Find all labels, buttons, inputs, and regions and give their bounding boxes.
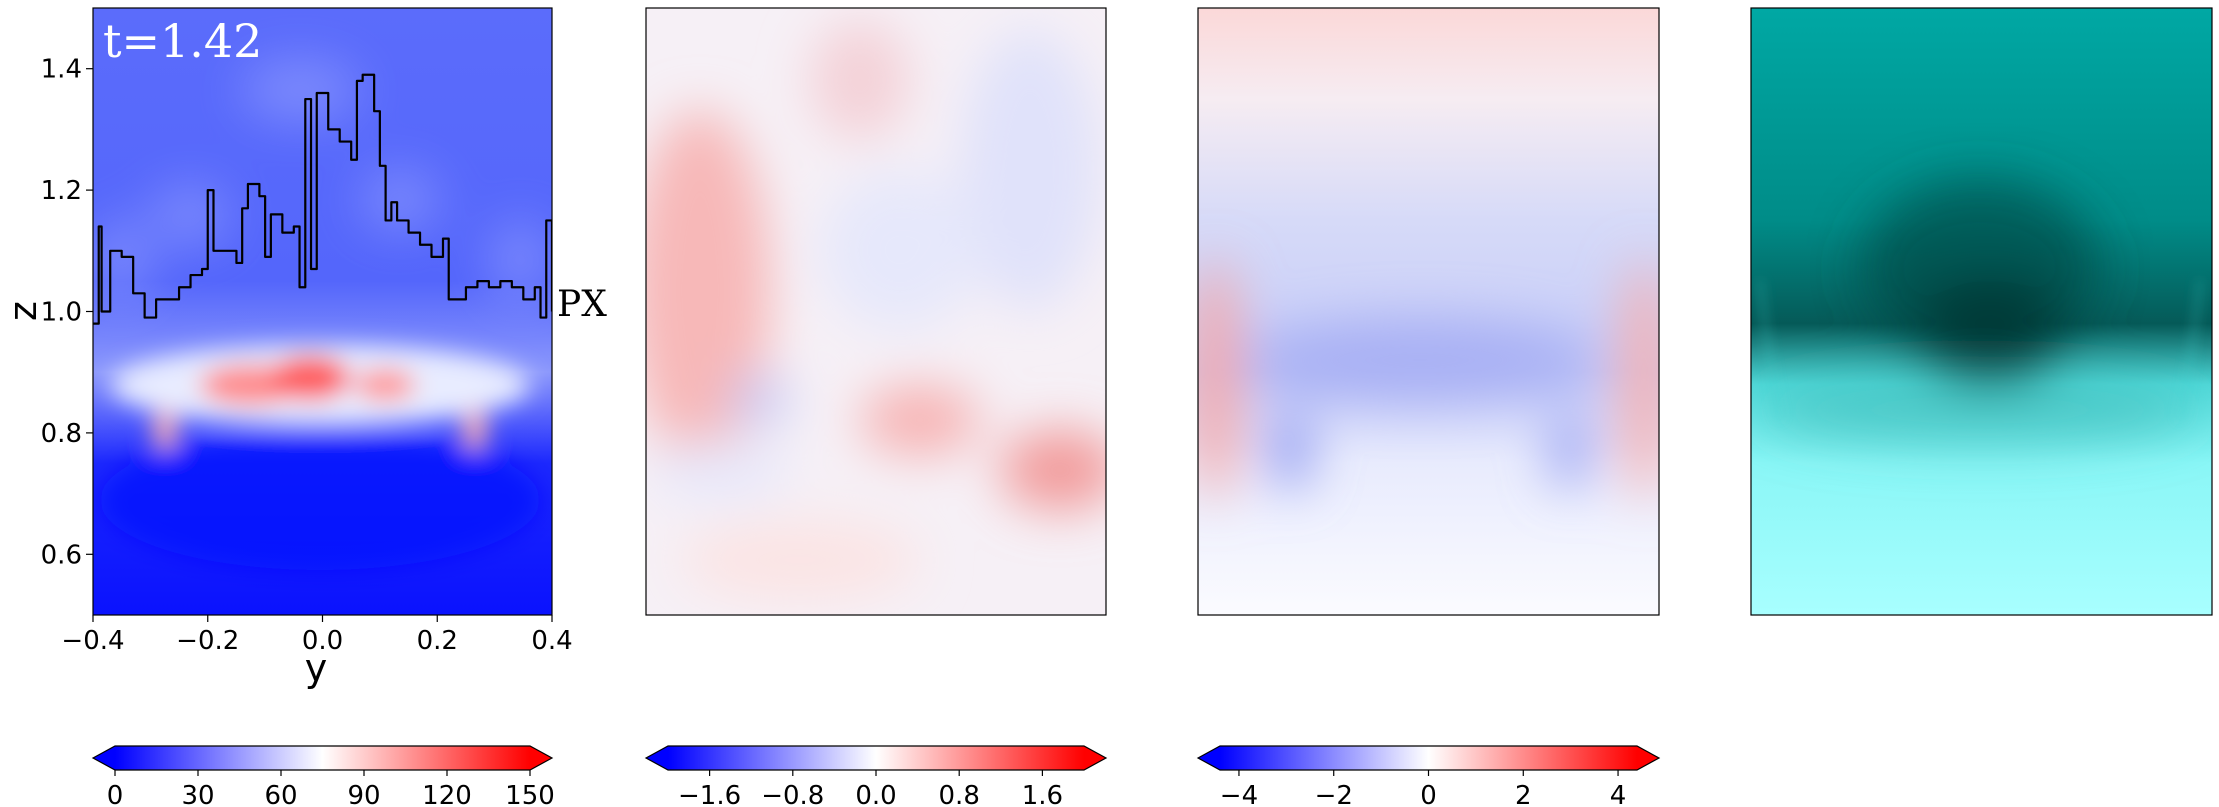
colorbar-tick-label: 4 — [1610, 781, 1627, 807]
colorbar-tick-label: 0.0 — [855, 781, 896, 807]
colorbar-tick-label: −1.6 — [678, 781, 741, 807]
px-curve — [93, 73, 552, 325]
y-axis-label: z — [1, 301, 45, 321]
y-tick-label: 1.4 — [41, 55, 82, 85]
colorbar-1: 0 30 60 90 120 150 — [91, 745, 555, 807]
colorbar-tick-label: 30 — [181, 781, 214, 807]
panel-2-frame — [645, 7, 1107, 616]
panel-1-x-axis: −0.4 −0.2 0.0 0.2 0.4 — [61, 615, 573, 656]
colorbar-min-extend — [93, 746, 115, 770]
y-tick-label: 1.0 — [41, 298, 82, 328]
curve-label: PX — [557, 284, 607, 325]
colorbar-min-extend — [1198, 746, 1220, 770]
colorbar-max-extend — [1637, 746, 1659, 770]
colorbar-tick-label: 150 — [505, 781, 555, 807]
panel-1-y-axis: 0.6 0.8 1.0 1.2 1.4 — [41, 55, 93, 570]
colorbar-tick-label: −4 — [1220, 781, 1258, 807]
colorbar-tick-label: 60 — [264, 781, 297, 807]
x-axis-label: y — [305, 646, 328, 690]
colorbar-tick-label: −2 — [1315, 781, 1353, 807]
colorbar-3: −4 −2 0 2 4 — [1196, 745, 1661, 807]
x-tick-label: 0.0 — [302, 626, 343, 656]
colorbar-tick-label: 120 — [422, 781, 472, 807]
y-tick-label: 0.6 — [41, 540, 82, 570]
colorbar-gradient — [115, 746, 530, 770]
panel-2-heatmap — [646, 8, 1106, 615]
colorbar-tick-label: 90 — [347, 781, 380, 807]
time-label: t=1.42 — [103, 14, 262, 68]
x-tick-label: −0.2 — [176, 626, 239, 656]
colorbar-tick-label: 1.6 — [1022, 781, 1063, 807]
panel-4-heatmap — [1751, 8, 2212, 615]
panel-4-frame — [1750, 7, 2213, 616]
colorbar-2: −1.6 −0.8 0.0 0.8 1.6 — [644, 745, 1108, 807]
colorbar-min-extend — [646, 746, 668, 770]
panel-1: t=1.42 PX 0.6 0.8 1.0 1.2 1.4 −0.4 −0.2 0.0 0.2… — [1, 7, 607, 690]
colorbar-outline — [644, 745, 1108, 771]
colorbar-tick-label: 0.8 — [939, 781, 980, 807]
x-tick-label: −0.4 — [61, 626, 124, 656]
colorbar-gradient — [1220, 746, 1637, 770]
colorbar-max-extend — [530, 746, 552, 770]
panel-3-heatmap — [1198, 8, 1659, 615]
colorbar-tick-label: 2 — [1515, 781, 1532, 807]
panel-3 — [1197, 7, 1660, 616]
colorbar-tick-label: 0 — [107, 781, 124, 807]
panel-1-heatmap — [93, 8, 552, 615]
colorbar-outline — [1196, 745, 1661, 771]
colorbar-tick-label: 0 — [1420, 781, 1437, 807]
y-tick-label: 1.2 — [41, 176, 82, 206]
panel-4 — [1750, 7, 2213, 616]
panel-3-frame — [1197, 7, 1660, 616]
x-tick-label: 0.2 — [417, 626, 458, 656]
panel-2 — [645, 7, 1107, 616]
x-tick-label: 0.4 — [531, 626, 572, 656]
colorbar-gradient — [668, 746, 1084, 770]
colorbar-max-extend — [1084, 746, 1106, 770]
colorbar-tick-label: −0.8 — [761, 781, 824, 807]
y-tick-label: 0.8 — [41, 419, 82, 449]
